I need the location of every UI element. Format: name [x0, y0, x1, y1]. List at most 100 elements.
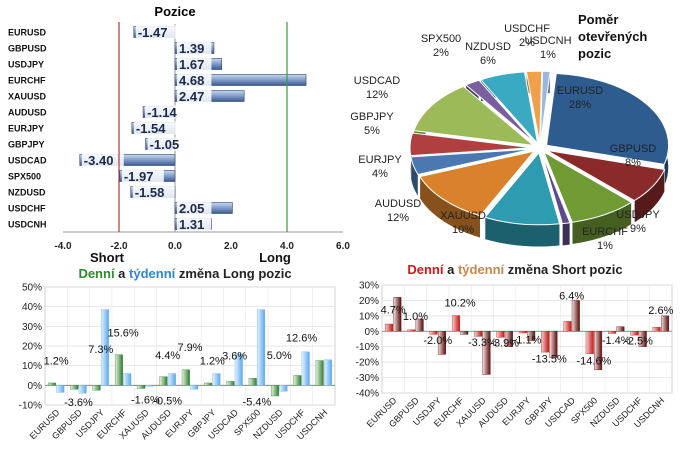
- title-fragment: týdenní: [458, 262, 505, 277]
- series-bar: [549, 331, 558, 358]
- value-label-bg: [177, 217, 212, 231]
- data-label: -2.5%: [624, 335, 653, 347]
- series-bar: [384, 323, 393, 332]
- series-bar: [594, 331, 603, 371]
- value-label: -1.14: [147, 105, 177, 120]
- y-tick-label: 20%: [359, 296, 379, 307]
- reference-line-label: Short: [90, 250, 125, 265]
- series-bar: [301, 351, 310, 386]
- short-change-chart-title: Denní a týdenní změna Short pozic: [407, 262, 622, 277]
- series-bar: [257, 309, 266, 386]
- series-bar: [415, 318, 424, 332]
- pie-title-line: Poměr: [578, 12, 618, 27]
- value-label-bg: [145, 105, 188, 119]
- series-bar: [226, 381, 235, 386]
- data-label: 1.0%: [403, 311, 428, 323]
- x-tick-label: 4.0: [280, 241, 294, 252]
- data-label: -13.5%: [532, 353, 567, 365]
- category-label: SPX500: [8, 172, 41, 182]
- positions-bar-chart: Pozice -1.471.391.674.682.47-1.14-1.54-1…: [8, 4, 350, 265]
- y-tick-label: 0%: [365, 327, 380, 338]
- pie-slice: [409, 132, 533, 157]
- pie-slice-label: XAUUSD: [440, 210, 486, 222]
- series-bar: [474, 331, 483, 337]
- category-label: XAUUSD: [8, 92, 47, 102]
- pie-slice-percent: 10%: [452, 224, 474, 236]
- positions-chart-title: Pozice: [154, 4, 195, 19]
- data-label: 10.2%: [444, 298, 475, 310]
- category-label: GBPJPY: [8, 140, 45, 150]
- category-label: USDCNH: [8, 220, 47, 230]
- category-label: USDJPY: [8, 60, 44, 70]
- category-label: USDCHF: [8, 204, 46, 214]
- series-bar: [248, 378, 257, 386]
- pie-slice-percent: 8%: [625, 157, 641, 169]
- value-label-bg: [177, 41, 212, 55]
- pie-slice-percent: 12%: [366, 89, 388, 101]
- pie-slice: [479, 71, 539, 146]
- data-label: 1.2%: [200, 356, 225, 368]
- data-label: 12.6%: [286, 333, 317, 345]
- value-label: 1.39: [179, 41, 204, 56]
- pie-slice: [525, 70, 543, 144]
- pie-slice: [539, 70, 551, 144]
- title-fragment: Denní: [407, 262, 444, 277]
- series-bar: [496, 331, 505, 338]
- pie-slice: [545, 72, 670, 165]
- value-label-bg: [177, 201, 212, 215]
- x-tick-label: 2.0: [224, 241, 238, 252]
- pie-slice-label: USDCHF: [504, 23, 550, 35]
- pie-slice-label: NZDUSD: [465, 41, 511, 53]
- value-label-bg: [177, 89, 212, 103]
- pie-slice-side: [562, 222, 571, 246]
- series-bar: [159, 376, 168, 386]
- data-label: -3.9%: [490, 338, 519, 350]
- y-tick-label: -10%: [356, 342, 379, 353]
- value-label-bg: [133, 121, 176, 135]
- value-label: -1.58: [135, 185, 165, 200]
- y-tick-label: 10%: [359, 311, 379, 322]
- data-label: 1.2%: [44, 356, 69, 368]
- series-bar: [638, 331, 647, 347]
- value-label: 4.68: [179, 73, 204, 88]
- pie-slice-percent: 1%: [540, 49, 556, 61]
- series-bar: [407, 329, 416, 332]
- pie-slice-label: USDCNH: [524, 35, 571, 47]
- series-bar: [212, 373, 221, 386]
- pie-slice: [542, 151, 633, 223]
- data-label: -1.4%: [602, 335, 631, 347]
- series-bar: [123, 373, 132, 386]
- pie-slice-percent: 1%: [597, 240, 613, 252]
- series-bar: [563, 321, 572, 332]
- x-tick-label: -4.0: [54, 241, 72, 252]
- value-label: -1.54: [136, 121, 166, 136]
- y-tick-label: 30%: [22, 322, 42, 333]
- series-bar: [608, 331, 617, 334]
- data-label: -5.4%: [243, 397, 272, 409]
- data-label: -3.6%: [64, 397, 93, 409]
- series-bar: [279, 385, 288, 392]
- pie-slice-percent: 4%: [372, 168, 388, 180]
- position-bar: [174, 74, 307, 86]
- x-tick-label: 6.0: [336, 241, 350, 252]
- value-label: 1.31: [179, 217, 204, 232]
- data-label: 7.3%: [88, 344, 113, 356]
- series-bar: [271, 385, 280, 397]
- value-label: 2.47: [179, 89, 204, 104]
- value-label-bg: [132, 185, 175, 199]
- value-label: -1.47: [138, 25, 168, 40]
- series-bar: [100, 309, 109, 386]
- pie-slice-label: EURCHF: [582, 226, 628, 238]
- category-label: USDCAD: [8, 156, 47, 166]
- data-label: 4.4%: [155, 350, 180, 362]
- series-bar: [571, 300, 580, 332]
- title-fragment: týdenní: [129, 266, 176, 281]
- category-label: GBPUSD: [8, 44, 47, 54]
- data-label: -1.1%: [513, 334, 542, 346]
- pie-slice-label: USDCAD: [354, 75, 401, 87]
- series-bar: [482, 331, 491, 375]
- series-bar: [585, 331, 594, 355]
- open-positions-pie-chart: Poměr otevřených pozic EURUSD 28% GBPUSD 8% US…: [350, 12, 670, 252]
- title-fragment: a: [115, 266, 129, 281]
